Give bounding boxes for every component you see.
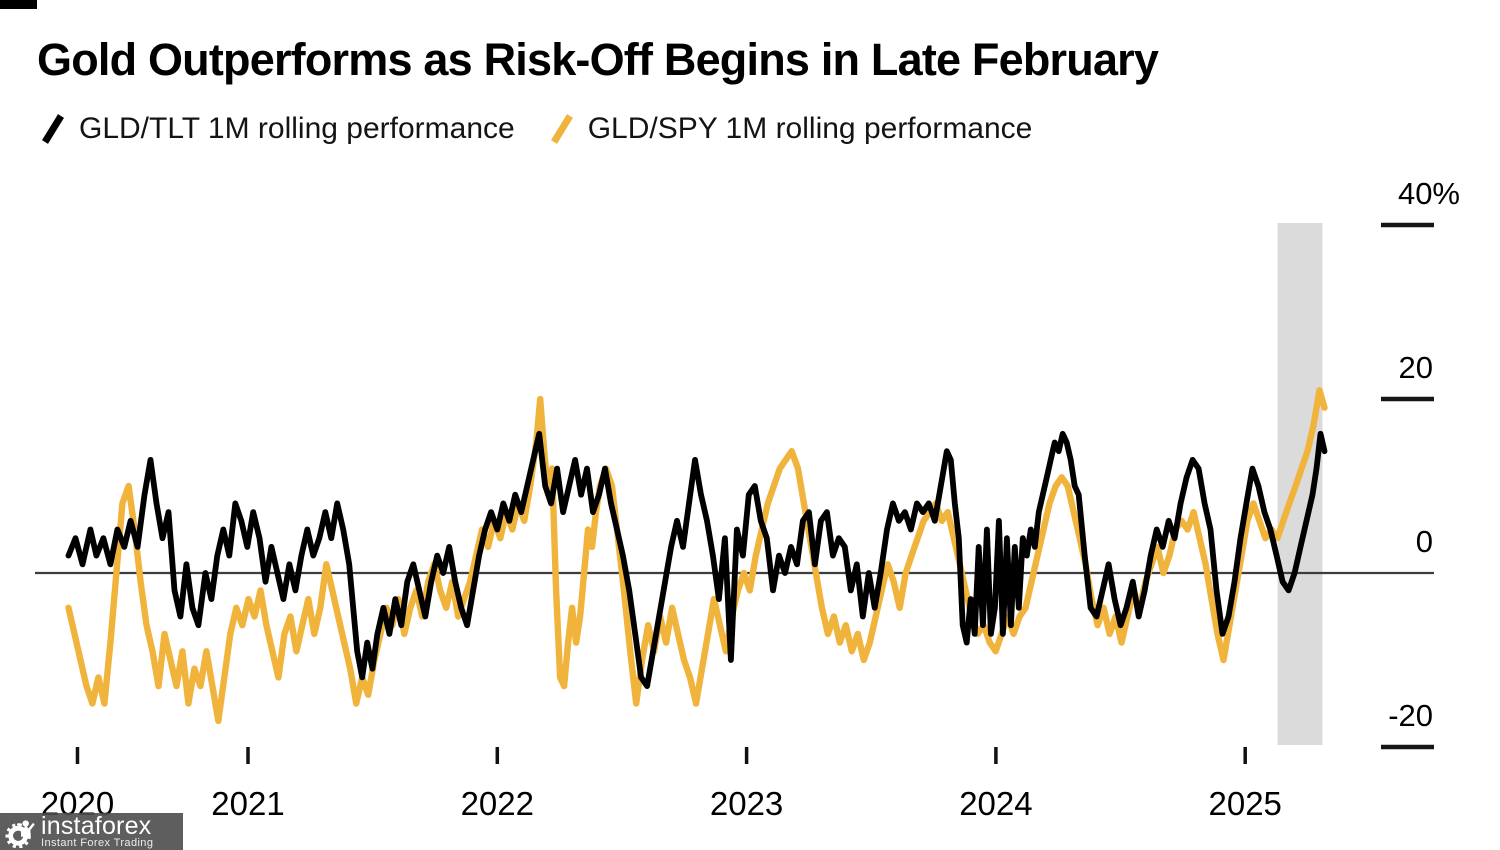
series-line-gld-spy-1m-rolling-performance — [65, 387, 1328, 725]
watermark-brand: instaforex — [41, 811, 152, 840]
y-axis-tick-label: -20 — [1388, 698, 1433, 733]
y-axis-tick-label: 40% — [1398, 176, 1460, 211]
x-axis-tick-label: 2021 — [211, 785, 284, 822]
legend-item-gld-spy: GLD/SPY 1M rolling performance — [549, 112, 1033, 146]
page-title: Gold Outperforms as Risk-Off Begins in L… — [37, 34, 1159, 85]
y-axis-tick-label: 0 — [1416, 524, 1433, 559]
watermark-tagline: Instant Forex Trading — [41, 836, 154, 849]
legend-slash-icon — [42, 114, 64, 144]
legend-slash-yellow — [550, 114, 573, 144]
series-line-gld-tlt-1m-rolling-performance — [65, 430, 1328, 689]
legend-label-gld-spy: GLD/SPY 1M rolling performance — [587, 112, 1033, 145]
x-axis-tick-label: 2022 — [461, 785, 534, 822]
x-axis-tick-label: 2024 — [959, 785, 1032, 822]
corner-mark — [0, 0, 37, 9]
y-axis-tick-label: 20 — [1399, 350, 1433, 385]
x-axis-tick-label: 2023 — [710, 785, 783, 822]
x-axis-tick-label: 2025 — [1208, 785, 1281, 822]
watermark: instaforex Instant Forex Trading — [0, 813, 183, 850]
legend-item-gld-tlt: GLD/TLT 1M rolling performance — [40, 112, 515, 146]
legend-slash-black — [42, 114, 64, 144]
instaforex-gear-icon — [5, 819, 35, 848]
chart-legend: GLD/TLT 1M rolling performance GLD/SPY 1… — [40, 112, 1032, 146]
watermark-text: instaforex Instant Forex Trading — [41, 811, 154, 849]
legend-slash-icon — [550, 114, 573, 144]
legend-label-gld-tlt: GLD/TLT 1M rolling performance — [79, 112, 515, 145]
